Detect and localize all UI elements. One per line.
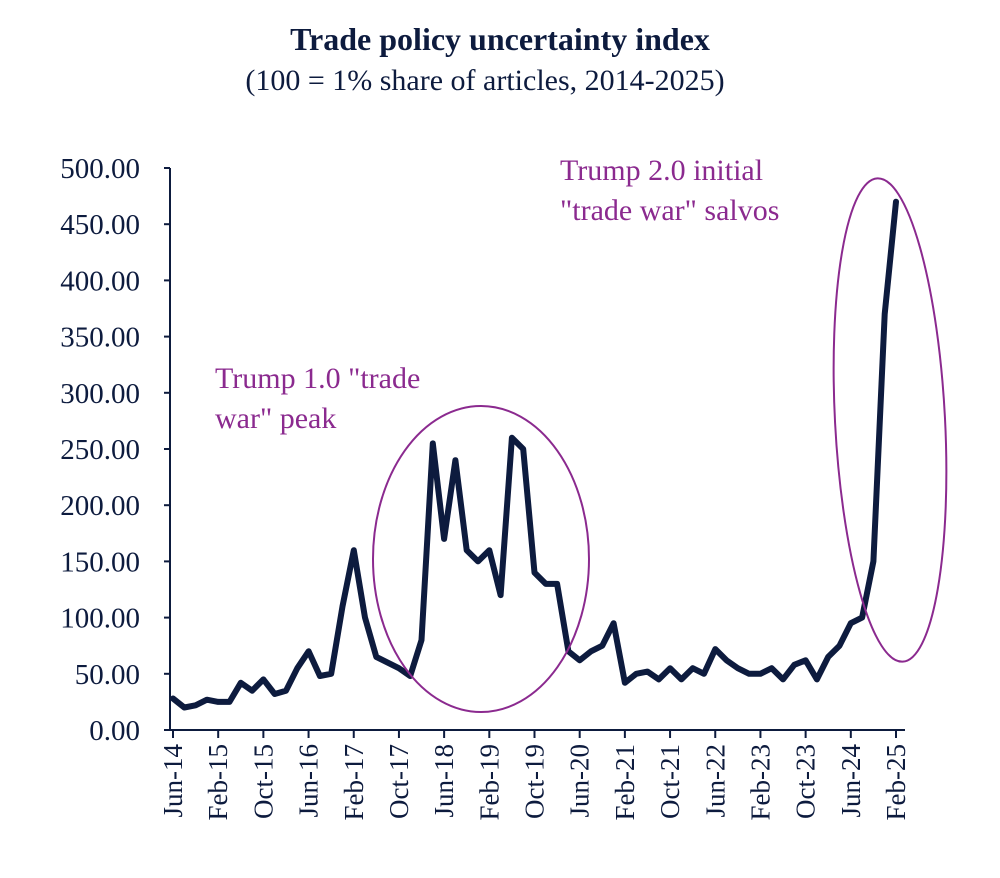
x-tick-label: Feb-19: [474, 744, 504, 821]
x-tick-label: Oct-15: [248, 744, 278, 819]
y-tick-label: 350.00: [60, 322, 140, 354]
x-tick-label: Feb-17: [339, 744, 369, 821]
y-tick-label: 500.00: [60, 153, 140, 185]
x-tick-label: Feb-25: [881, 744, 911, 821]
annotation-ellipse: [832, 177, 948, 663]
annotation-text: war" peak: [215, 402, 336, 435]
x-tick-label: Oct-23: [791, 744, 821, 819]
y-tick-label: 100.00: [60, 603, 140, 635]
annotation-ellipse: [372, 405, 590, 713]
x-tick-label: Jun-20: [565, 744, 595, 818]
annotation-text: Trump 1.0 "trade: [215, 362, 420, 395]
y-tick-label: 300.00: [60, 378, 140, 410]
x-tick-label: Oct-19: [520, 744, 550, 819]
x-tick-label: Jun-18: [429, 744, 459, 818]
x-tick-label: Oct-21: [655, 744, 685, 819]
chart-title: Trade policy uncertainty index: [290, 21, 710, 57]
chart-subtitle: (100 = 1% share of articles, 2014-2025): [245, 64, 724, 97]
x-tick-label: Jun-14: [158, 744, 188, 818]
y-tick-label: 150.00: [60, 546, 140, 578]
x-tick-label: Jun-16: [294, 744, 324, 818]
y-tick-label: 400.00: [60, 265, 140, 297]
y-tick-label: 200.00: [60, 490, 140, 522]
annotation-text: "trade war" salvos: [560, 194, 779, 227]
x-tick-label: Jun-24: [836, 744, 866, 818]
y-tick-label: 50.00: [75, 659, 140, 691]
x-tick-label: Oct-17: [384, 744, 414, 819]
x-tick-label: Feb-21: [610, 744, 640, 821]
y-tick-label: 450.00: [60, 209, 140, 241]
x-tick-label: Feb-23: [745, 744, 775, 821]
y-tick-label: 0.00: [89, 715, 140, 747]
y-tick-label: 250.00: [60, 434, 140, 466]
x-tick-label: Jun-22: [700, 744, 730, 818]
annotation-text: Trump 2.0 initial: [560, 154, 763, 187]
x-tick-label: Feb-15: [203, 744, 233, 821]
series-line: [170, 198, 899, 711]
